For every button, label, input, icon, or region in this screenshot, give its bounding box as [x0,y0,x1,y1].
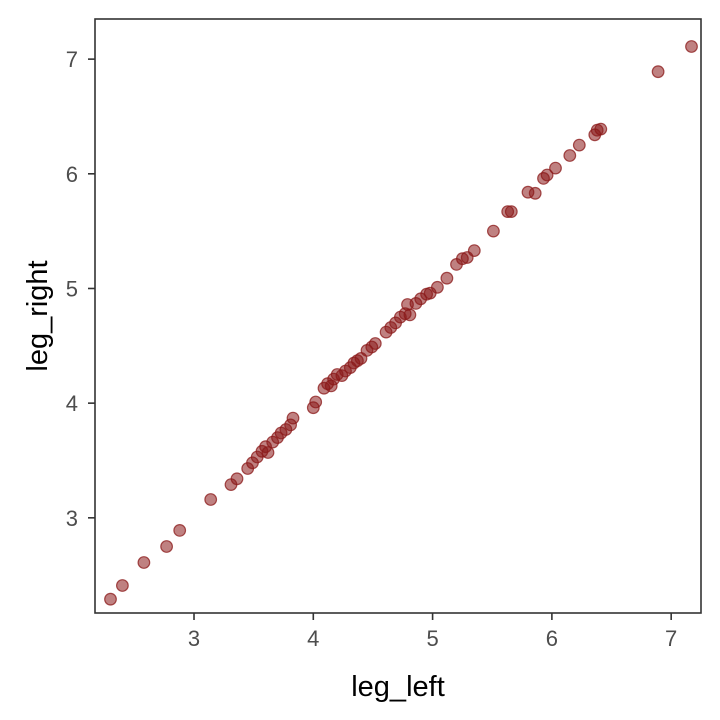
data-point [115,579,129,592]
data-point [104,592,117,606]
x-tick-label: 7 [665,626,677,651]
y-tick-label: 3 [66,506,78,531]
data-point [261,446,275,459]
y-tick-label: 6 [66,162,78,187]
data-point [563,149,577,162]
data-point [528,186,542,200]
data-points [104,40,698,606]
data-point [431,280,444,294]
y-axis-ticks: 3 4 5 6 7 [66,47,95,531]
data-point [173,524,187,537]
y-tick-label: 7 [66,47,78,72]
data-point [685,40,698,53]
data-point [540,168,554,182]
data-point [572,138,586,152]
data-point [230,472,244,486]
x-axis-ticks: 3 4 5 6 7 [188,613,677,651]
data-point [368,337,382,350]
y-axis-title: leg_right [22,260,54,371]
data-point [594,122,608,136]
data-point [204,493,218,506]
data-point [549,161,562,175]
data-point [286,411,300,425]
data-point [403,308,417,322]
x-tick-label: 4 [307,626,319,651]
x-tick-label: 5 [426,626,438,651]
data-point [137,556,151,569]
x-tick-label: 6 [546,626,558,651]
x-axis-title: leg_left [351,671,445,703]
data-point [467,244,481,258]
data-point [309,395,323,409]
data-point [504,205,518,219]
data-point [440,271,454,285]
x-tick-label: 3 [188,626,200,651]
data-point [651,65,665,79]
y-tick-label: 5 [66,276,78,301]
data-point [487,224,500,238]
data-point [160,540,174,553]
y-tick-label: 4 [66,391,78,416]
